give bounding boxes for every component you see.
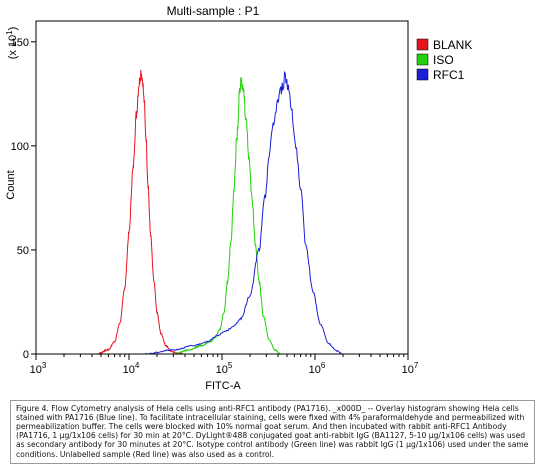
series-line-rfc1 (145, 70, 343, 355)
series-line-iso (173, 77, 281, 355)
legend-swatch-rfc1 (416, 68, 429, 81)
y-tick-label: 0 (23, 349, 29, 361)
x-tick-label: 104 (123, 361, 140, 376)
figure-caption: Figure 4. Flow Cytometry analysis of Hel… (10, 400, 535, 464)
x-tick-label: 105 (216, 361, 233, 376)
plot-frame (35, 20, 409, 355)
legend-label-iso: ISO (433, 53, 454, 67)
x-tick-label: 107 (402, 361, 419, 376)
y-tick-label: 150 (11, 37, 29, 49)
y-axis-label: Count (5, 170, 17, 199)
x-tick-label: 106 (309, 361, 326, 376)
legend-label-blank: BLANK (433, 38, 472, 52)
series-line-blank (96, 69, 183, 356)
legend-swatch-blank (416, 38, 429, 51)
legend-label-rfc1: RFC1 (433, 68, 465, 82)
y-tick-label: 50 (17, 245, 29, 257)
y-tick-label: 100 (11, 141, 29, 153)
x-axis-label: FITC-A (205, 380, 241, 392)
x-tick-label: 103 (30, 361, 47, 376)
chart-title: Multi-sample : P1 (167, 4, 260, 18)
y-axis-multiplier-label: (x 101) (5, 27, 19, 60)
flow-cytometry-histogram: Multi-sample : P1 (x 101) Count FITC-A 0… (5, 4, 472, 392)
legend-swatch-iso (416, 53, 429, 66)
